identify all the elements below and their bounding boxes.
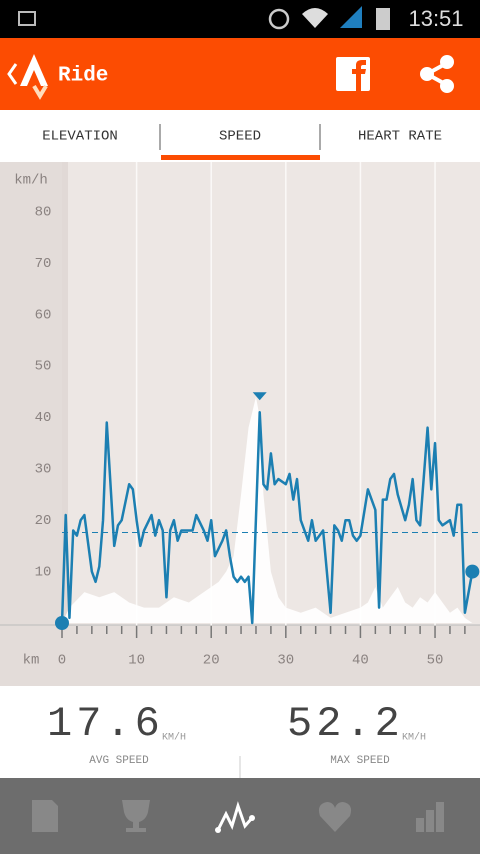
y-tick-label: 40 xyxy=(35,410,52,426)
alarm-icon xyxy=(268,8,290,30)
heart-icon xyxy=(318,802,352,832)
y-tick-label: 80 xyxy=(35,204,52,220)
clock: 13:51 xyxy=(408,6,463,31)
endpoint xyxy=(465,564,480,579)
battery-icon xyxy=(376,8,390,30)
share-node xyxy=(440,79,454,93)
avg-speed-label: AVG SPEED xyxy=(89,755,149,767)
x-tick-label: 40 xyxy=(352,653,369,669)
tab[interactable]: ELEVATION xyxy=(42,129,118,145)
max-marker xyxy=(252,392,267,401)
avg-speed-value: 17.6 xyxy=(47,700,164,748)
bar-icon xyxy=(436,802,444,832)
nav-activity[interactable] xyxy=(215,801,255,833)
nav-stats[interactable] xyxy=(416,802,444,832)
bar-icon xyxy=(426,810,434,832)
logo xyxy=(20,54,48,86)
y-axis-label: km/h xyxy=(14,173,48,189)
max-speed-value: 52.2 xyxy=(287,700,404,748)
share-button[interactable] xyxy=(420,55,454,93)
speed-line xyxy=(60,410,474,625)
y-tick-label: 20 xyxy=(35,513,52,529)
activity-dot xyxy=(249,815,255,821)
max-speed-label: MAX SPEED xyxy=(330,755,390,767)
back-button[interactable] xyxy=(7,63,18,85)
avg-speed-unit: KM/H xyxy=(162,732,186,744)
status-bar xyxy=(0,0,480,38)
nav-heart[interactable] xyxy=(318,802,352,832)
share-node xyxy=(440,55,454,69)
tab-indicator xyxy=(161,155,320,160)
x-tick-label: 10 xyxy=(128,653,145,669)
y-tick-label: 10 xyxy=(35,564,52,580)
logo-tail xyxy=(32,84,48,100)
signal-icon xyxy=(340,6,362,28)
plot: 0 10 20 30 40 50 10 20 30 40 50 60 70 80 xyxy=(35,162,480,669)
activity-icon xyxy=(216,801,254,831)
x-tick-label: 0 xyxy=(58,653,66,669)
nav-feed[interactable] xyxy=(32,800,58,832)
y-tick-label: 30 xyxy=(35,461,52,477)
screen-title: Ride xyxy=(58,65,108,88)
y-axis-strip xyxy=(0,162,62,625)
x-tick-label: 20 xyxy=(203,653,220,669)
x-tick-label: 30 xyxy=(277,653,294,669)
trophy-icon xyxy=(122,800,150,832)
x-axis-strip xyxy=(0,625,480,686)
feed-icon xyxy=(32,800,58,832)
gallery-icon xyxy=(18,11,36,26)
tab-selected[interactable]: SPEED xyxy=(219,129,261,145)
facebook-glyph xyxy=(352,60,366,91)
endpoint xyxy=(55,616,69,630)
activity-dot xyxy=(215,827,221,833)
bar-icon xyxy=(416,818,424,832)
max-speed-unit: KM/H xyxy=(402,732,426,744)
nav-challenges[interactable] xyxy=(122,800,150,832)
app-bar xyxy=(0,38,480,110)
tab-bar xyxy=(0,110,480,162)
y-tick-label: 50 xyxy=(35,359,52,375)
y-tick-label: 60 xyxy=(35,307,52,323)
axis-shadow xyxy=(62,162,68,625)
wifi-icon xyxy=(302,8,328,28)
y-tick-label: 70 xyxy=(35,256,52,272)
tab[interactable]: HEART RATE xyxy=(358,129,442,145)
x-axis-label: km xyxy=(23,653,40,669)
share-node xyxy=(420,67,434,81)
x-tick-label: 50 xyxy=(427,653,444,669)
profile-area xyxy=(62,396,473,623)
